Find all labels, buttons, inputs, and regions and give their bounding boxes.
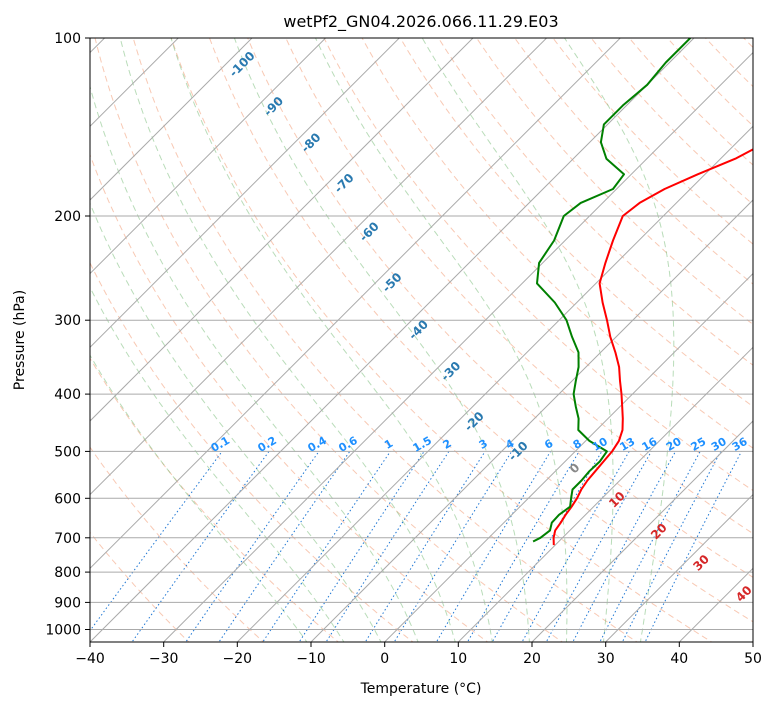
x-axis-label: Temperature (°C) (360, 681, 482, 697)
mixing-ratio-line (466, 451, 580, 642)
x-tick-label: −40 (75, 651, 105, 667)
mixing-ratio-line (90, 451, 223, 632)
y-tick-label: 100 (54, 31, 81, 47)
x-tick-label: 10 (449, 651, 467, 667)
mixing-ratio-line (262, 451, 391, 642)
isotherm (383, 272, 753, 642)
x-tick-label: −10 (296, 651, 326, 667)
y-tick-label: 500 (54, 444, 81, 460)
mixing-ratio-line (572, 451, 676, 642)
mixing-ratio-line (545, 451, 652, 642)
x-tick-label: 40 (670, 651, 688, 667)
y-tick-label: 900 (54, 595, 81, 611)
isotherm (90, 38, 327, 275)
y-tick-label: 300 (54, 313, 81, 329)
dry-adiabat (90, 153, 489, 642)
isotherm (604, 493, 753, 642)
plot-frame (89, 37, 754, 643)
mixing-ratio-line (218, 451, 351, 642)
isotherm (90, 38, 401, 349)
mixing-ratio-line (131, 451, 270, 642)
isotherm (0, 11, 58, 645)
mixing-ratio-line (599, 451, 701, 642)
y-tick-label: 200 (54, 209, 81, 225)
mixing-ratio-line (435, 451, 552, 642)
dry-adiabat (90, 261, 414, 642)
y-axis-label: Pressure (hPa) (12, 290, 28, 390)
isotherm (90, 38, 474, 422)
isotherm (162, 51, 753, 642)
y-tick-label: 600 (54, 491, 81, 507)
mixing-ratio-line (325, 451, 450, 642)
x-tick-label: −20 (223, 651, 253, 667)
isotherm (531, 420, 753, 642)
isotherm (90, 38, 622, 570)
mixing-ratio-line (364, 451, 486, 642)
isotherm (752, 641, 753, 642)
plot-background (90, 38, 753, 642)
x-tick-label: −30 (149, 651, 179, 667)
isotherm (90, 38, 548, 496)
x-tick-label: 20 (523, 651, 541, 667)
moist-adiabat (90, 84, 419, 642)
dewpoint-profile-line (532, 38, 692, 543)
y-tick-label: 700 (54, 531, 81, 547)
temperature-profile-line (552, 148, 753, 546)
y-tick-label: 400 (54, 387, 81, 403)
isotherm (236, 125, 753, 642)
chart-title: wetPf2_GN04.2026.066.11.29.E03 (283, 12, 558, 32)
y-tick-label: 800 (54, 565, 81, 581)
y-tick-label: 1000 (45, 623, 81, 639)
isotherm (310, 199, 753, 642)
x-tick-label: 0 (380, 651, 389, 667)
mixing-ratio-line (185, 451, 320, 642)
isotherm (90, 38, 180, 128)
isotherm (457, 346, 753, 642)
x-tick-label: 30 (597, 651, 615, 667)
isotherm (90, 38, 253, 201)
moist-adiabat (90, 202, 382, 642)
isotherm (90, 38, 695, 642)
x-tick-label: 50 (744, 651, 762, 667)
mixing-ratio-line (393, 451, 513, 642)
mixing-ratio-line (621, 451, 722, 642)
mixing-ratio-line (298, 451, 425, 642)
